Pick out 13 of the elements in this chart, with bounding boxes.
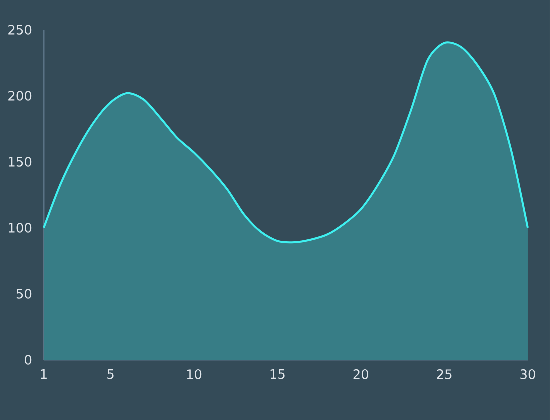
x-tick-label: 20: [354, 370, 368, 380]
x-tick-label: 15: [270, 370, 285, 380]
x-tick-label: 1: [41, 370, 47, 379]
y-tick-label: 150: [9, 157, 32, 167]
y-tick-label: 0: [25, 355, 32, 365]
y-tick-label: 50: [16, 289, 32, 299]
x-tick-label: 5: [108, 370, 114, 380]
x-tick-label: 25: [437, 370, 452, 380]
y-tick-label: 100: [9, 223, 32, 233]
x-tick-label: 30: [520, 370, 536, 380]
y-tick-label: 200: [8, 91, 32, 101]
x-tick-label: 10: [187, 370, 202, 380]
y-tick-label: 250: [8, 25, 32, 35]
